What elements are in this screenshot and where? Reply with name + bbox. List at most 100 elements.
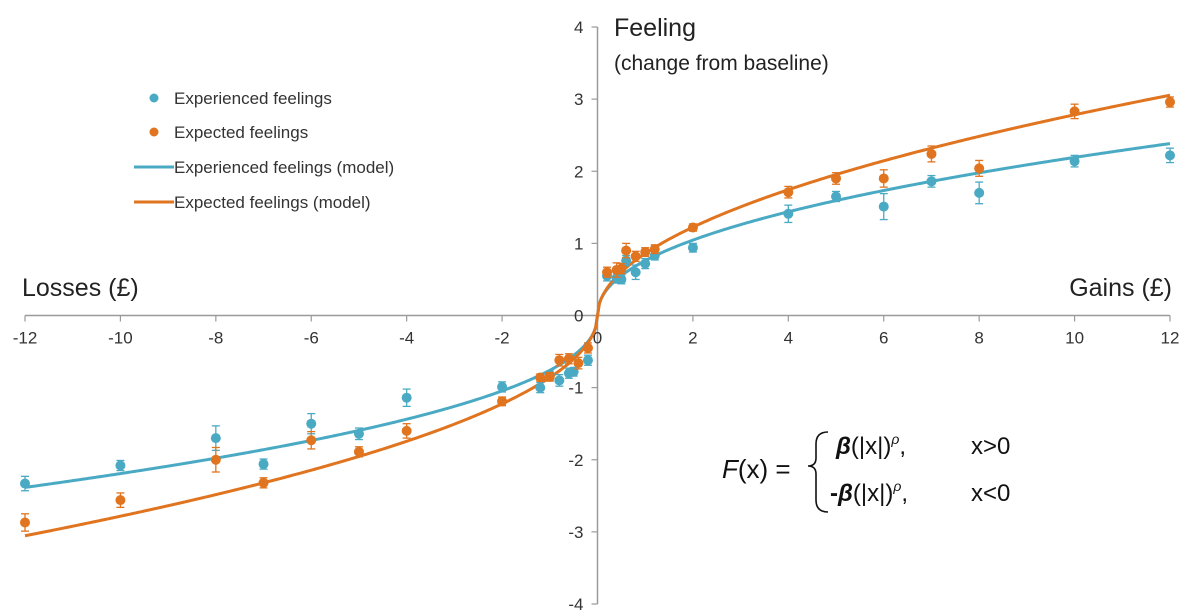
formula-row2-exp: ρ (892, 478, 901, 494)
experienced-data-point (783, 208, 794, 219)
y-tick-label: 1 (574, 234, 583, 253)
losses-label: Losses (£) (22, 274, 139, 302)
formula-row2-cond: x<0 (971, 480, 1010, 507)
formula-row1-beta: β (835, 433, 851, 460)
x-tick-label: 12 (1161, 329, 1180, 348)
expected-data-point (621, 245, 632, 256)
experienced-data-point (497, 381, 508, 392)
expected-data-point (602, 267, 613, 278)
y-tick-label: -1 (568, 379, 583, 398)
formula-row1-abs: (|x|) (851, 433, 891, 460)
y-ticks: 4 3 2 1 0 -1 -2 -3 -4 (568, 18, 598, 614)
experienced-data-point (687, 242, 698, 253)
formula-row2-tail: , (901, 480, 908, 507)
experienced-data-point (640, 258, 651, 269)
expected-data-point (831, 173, 842, 184)
y-tick-label: 4 (574, 18, 583, 37)
experienced-data-point (306, 418, 317, 429)
expected-data-point (115, 495, 126, 506)
legend-marker-expected (149, 127, 159, 137)
legend-label-expected-model: Expected feelings (model) (174, 193, 371, 212)
experienced-data-point (1165, 150, 1175, 161)
data-points (20, 96, 1175, 532)
experienced-data-point (974, 187, 985, 198)
x-tick-label: 8 (974, 329, 983, 348)
formula-brace (807, 431, 829, 513)
formula-row2-sign: - (830, 480, 838, 507)
formula-row1-exp: ρ (890, 431, 899, 447)
experienced-data-point (831, 191, 842, 202)
expected-data-point (974, 163, 985, 174)
formula-row2-abs: (|x|) (853, 480, 893, 507)
expected-data-point (640, 247, 651, 258)
x-tick-label: -10 (108, 329, 133, 348)
experienced-data-point (535, 382, 546, 393)
expected-data-point (210, 454, 221, 465)
expected-data-point (1165, 97, 1175, 108)
expected-data-point (535, 372, 546, 383)
y-tick-label: 0 (574, 307, 583, 326)
legend-label-experienced: Experienced feelings (174, 89, 332, 108)
x-ticks: -12 -10 -8 -6 -4 -2 0 2 4 6 8 10 12 (13, 315, 1180, 348)
expected-data-point (1069, 106, 1080, 117)
expected-model-curve (24, 93, 1171, 538)
experienced-data-point (353, 428, 364, 439)
experienced-data-point (210, 433, 221, 444)
y-tick-label: -3 (568, 523, 583, 542)
x-tick-label: -6 (304, 329, 319, 348)
y-axis-title: Feeling (614, 14, 696, 42)
experienced-data-point (878, 201, 889, 212)
x-tick-label: 4 (784, 329, 793, 348)
expected-data-point (258, 477, 269, 488)
legend-label-expected: Expected feelings (174, 123, 308, 142)
expected-data-point (630, 251, 641, 262)
y-tick-label: 2 (574, 162, 583, 181)
y-tick-label: -4 (568, 595, 583, 614)
formula-row1-cond: x>0 (971, 433, 1010, 460)
formula-row2-beta: β (837, 480, 853, 507)
formula-arg: (x) = (738, 454, 791, 484)
formula-row1-tail: , (899, 433, 906, 460)
experienced-data-point (20, 478, 30, 489)
legend-label-experienced-model: Experienced feelings (model) (174, 158, 394, 177)
experienced-data-point (582, 355, 593, 366)
x-tick-label: 10 (1065, 329, 1084, 348)
x-tick-label: -2 (495, 329, 510, 348)
gains-label: Gains (£) (1069, 274, 1172, 302)
legend: Experienced feelings Expected feelings E… (134, 89, 394, 212)
expected-data-point (497, 396, 508, 407)
expected-data-point (554, 355, 565, 366)
expected-data-point (401, 425, 412, 436)
expected-data-point (353, 446, 364, 457)
expected-data-point (544, 371, 555, 382)
experienced-data-point (115, 460, 126, 471)
x-tick-label: 0 (593, 329, 602, 348)
experienced-data-point (616, 274, 627, 285)
experienced-data-point (926, 176, 937, 187)
expected-data-point (582, 342, 593, 353)
expected-data-point (563, 353, 574, 364)
expected-data-point (306, 435, 317, 446)
experienced-data-point (630, 267, 641, 278)
y-tick-label: -2 (568, 451, 583, 470)
expected-data-point (649, 244, 660, 255)
formula-lhs: F(x) = (722, 454, 791, 484)
x-tick-label: -12 (13, 329, 38, 348)
legend-marker-experienced (149, 93, 159, 103)
expected-data-point (926, 148, 937, 159)
formula-row-negative: -β(|x|)ρ, (830, 478, 908, 507)
x-tick-label: 6 (879, 329, 888, 348)
y-axis-subtitle: (change from baseline) (614, 52, 829, 75)
experienced-data-point (554, 375, 565, 386)
experienced-data-point (1069, 156, 1080, 167)
expected-data-point (20, 517, 30, 528)
model-formula: F(x) = β(|x|)ρ, x>0 -β(|x|)ρ, x<0 (722, 431, 1010, 513)
formula-fn: F (722, 454, 740, 484)
x-tick-label: -4 (399, 329, 414, 348)
expected-data-point (616, 263, 627, 274)
experienced-data-point (401, 392, 412, 403)
x-tick-label: -8 (208, 329, 223, 348)
formula-row-positive: β(|x|)ρ, (835, 431, 906, 460)
